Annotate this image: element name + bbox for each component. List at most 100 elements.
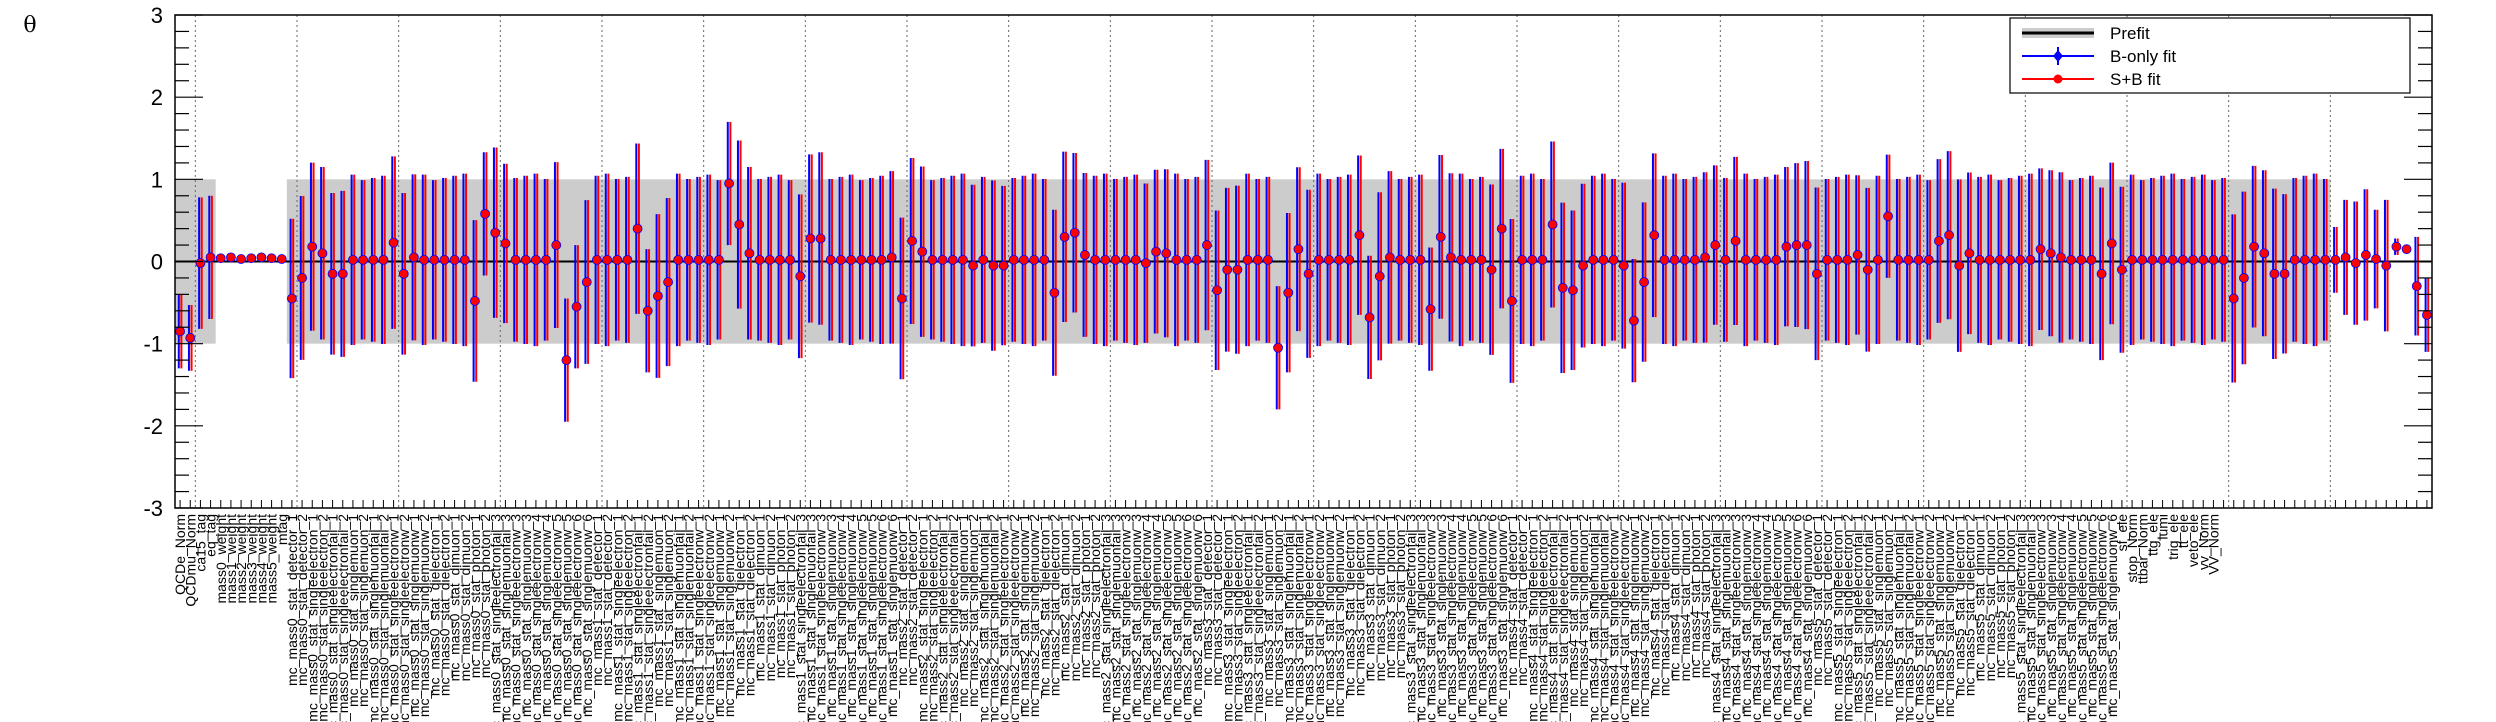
fit-point <box>825 254 836 265</box>
legend-marker <box>2053 74 2063 84</box>
fit-point <box>256 252 267 263</box>
fit-point <box>1090 254 1100 265</box>
fit-point <box>988 260 999 271</box>
x-tick-label: mc_mass2_stat_singleelectronw_5 <box>1158 514 1174 722</box>
fit-point <box>1578 260 1588 271</box>
fit-point <box>470 296 480 306</box>
x-tick-label: veto_ele <box>2185 514 2201 567</box>
x-tick-label: mc_mass2_stat_singlemuonfail_3 <box>1107 514 1123 722</box>
fit-point <box>1019 254 1029 265</box>
x-tick-label: mc_mass5_stat_singleelectronfail_3 <box>2012 514 2028 722</box>
fit-point <box>581 277 592 287</box>
x-tick-label: mc_mass0_stat_singleelectronw_3 <box>508 514 524 722</box>
fit-point <box>571 301 582 312</box>
fit-point <box>2137 254 2148 265</box>
x-tick-label: mc_mass4_stat_singleelectronfail_1 <box>1545 514 1561 722</box>
x-tick-label: mc_mass1_stat_singlemuonw_1 <box>711 514 727 717</box>
x-tick-label: mc_mass5_stat_detector_2 <box>1819 514 1835 686</box>
fit-point <box>175 326 185 337</box>
fit-point <box>1547 219 1558 230</box>
fit-point <box>2320 254 2331 265</box>
x-tick-label: mc_mass1_stat_singlemuonw_4 <box>843 514 859 717</box>
x-tick-label: mc_mass0_stat_singlemuonw_6 <box>579 514 595 717</box>
fit-point <box>510 254 521 265</box>
x-tick-label: mc_mass4_stat_singlemuonw_2 <box>1636 514 1652 717</box>
fit-point <box>703 254 714 265</box>
fit-point <box>1212 285 1222 296</box>
x-tick-label: mc_mass2_stat_singlemuonw_5 <box>1168 514 1184 717</box>
fit-point <box>287 293 297 304</box>
fit-point <box>1893 254 1904 265</box>
fit-point <box>1608 254 1619 265</box>
fit-point <box>1730 236 1741 246</box>
x-tick-label: mc_mass3_stat_detector_2 <box>1209 514 1225 686</box>
x-tick-label: mc_mass2_stat_singleelectronw_2 <box>1006 514 1022 722</box>
fit-point <box>551 240 562 250</box>
x-tick-label: mc_mass2_stat_singleelectronw_4 <box>1138 514 1154 722</box>
fit-point <box>2005 254 2015 265</box>
fit-point <box>907 236 917 246</box>
x-tick-label: QCDe_Norm <box>172 514 188 595</box>
fit-point <box>1466 254 1477 265</box>
fit-point <box>2259 248 2270 259</box>
fit-point <box>1181 254 1192 265</box>
x-tick-label: mc_mass4_stat_singlemuonfail_3 <box>1717 514 1733 722</box>
x-tick-label: mc_mass4_stat_photon_1 <box>1687 514 1703 678</box>
x-tick-label: mc_mass3_stat_singleelectron_2 <box>1229 514 1245 722</box>
x-tick-label: mc_mass0_stat_singlemuonfail_1 <box>365 514 381 722</box>
fit-point <box>1059 231 1070 242</box>
fit-point <box>1618 260 1629 271</box>
y-tick-label: 0 <box>151 250 163 275</box>
x-tick-label: mc_mass5_stat_singleelectronw_3 <box>2033 514 2049 722</box>
fit-point <box>520 254 531 265</box>
fit-point <box>795 271 806 282</box>
x-tick-label: mc_mass5_stat_dimuon_2 <box>1982 514 1998 682</box>
fit-point <box>2056 252 2066 263</box>
fit-point <box>744 248 755 259</box>
fit-point <box>449 254 460 265</box>
x-tick-label: mc_mass2_stat_dielectron_2 <box>1046 514 1062 696</box>
x-tick-label: mc_mass2_stat_photon_2 <box>1087 514 1103 678</box>
x-tick-label: mc_mass4_stat_singlemuonw_5 <box>1778 514 1794 717</box>
x-tick-label: mc_mass5_stat_photon_2 <box>2002 514 2018 678</box>
fit-point <box>1273 342 1283 353</box>
x-tick-label: mc_mass1_stat_dielectron_2 <box>741 514 757 696</box>
fit-point <box>2127 254 2137 265</box>
x-tick-label: mc_mass2_stat_dimuon_2 <box>1067 514 1083 682</box>
x-tick-label: mass3_weight <box>243 514 259 604</box>
x-tick-label: mc_mass4_stat_dimuon_2 <box>1677 514 1693 682</box>
fit-point <box>429 254 440 265</box>
x-tick-label: mc_mass5_stat_singleelectronfail_1 <box>1850 514 1866 722</box>
fit-point <box>561 355 572 366</box>
fit-point <box>490 227 501 238</box>
fit-point <box>1974 254 1985 265</box>
x-tick-label: mc_mass0_stat_singleelectronw_1 <box>386 514 402 722</box>
x-tick-label: mc_mass1_stat_singleelectronfail_1 <box>630 514 646 722</box>
x-tick-label: mc_mass0_stat_singlemuonw_2 <box>416 514 432 717</box>
fit-point <box>1710 240 1721 250</box>
x-tick-label: mc_mass1_stat_singlemuonfail_2 <box>680 514 696 722</box>
x-tick-label: mc_mass2_stat_singlemuon_1 <box>955 514 971 707</box>
fit-point <box>1120 254 1131 265</box>
x-tick-label: vv_Norm <box>2195 514 2211 570</box>
fit-point <box>1720 254 1731 265</box>
fit-point <box>2117 264 2127 275</box>
fit-point <box>1293 244 1304 255</box>
fit-point <box>2340 252 2351 263</box>
fit-point <box>1812 268 1822 279</box>
fit-point <box>1842 254 1853 265</box>
fit-point <box>2157 254 2168 265</box>
x-tick-label: mc_mass2_stat_singleelectron_2 <box>924 514 940 722</box>
fit-point <box>2086 254 2097 265</box>
x-tick-label: mc_mass1_stat_dimuon_2 <box>762 514 778 682</box>
fit-point <box>785 254 795 265</box>
fit-point <box>1649 230 1660 241</box>
fit-point <box>968 260 978 271</box>
x-tick-label: mc_mass3_stat_singleelectronw_6 <box>1484 514 1500 722</box>
x-tick-label: mc_mass0_stat_singlemuonw_3 <box>518 514 534 717</box>
x-tick-label: mc_mass3_stat_singleelectronw_3 <box>1423 514 1439 722</box>
fit-point <box>775 254 785 265</box>
fit-point <box>1984 254 1995 265</box>
x-tick-label: mc_mass0_stat_singlemuonfail_3 <box>497 514 513 722</box>
fit-point <box>1242 254 1253 265</box>
